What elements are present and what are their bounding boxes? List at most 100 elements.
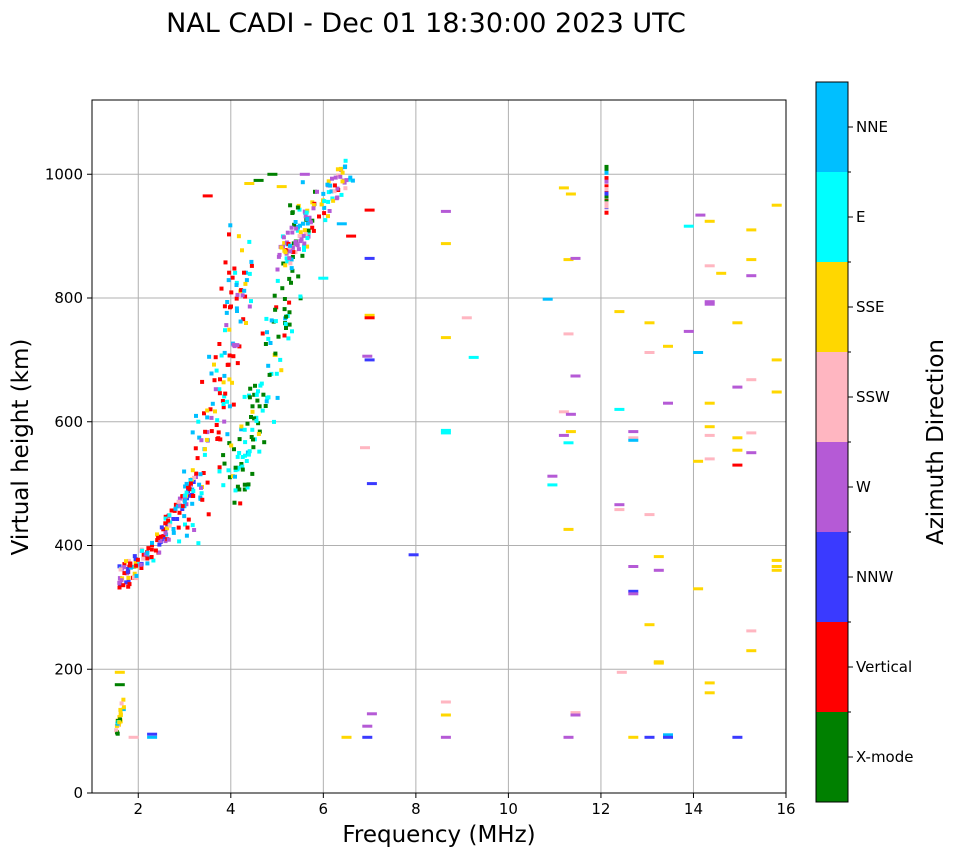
- echo-point: [114, 728, 119, 733]
- echo-dash: [644, 735, 655, 739]
- echo-point: [302, 228, 307, 233]
- echo-dash: [732, 385, 743, 389]
- echo-point: [134, 576, 139, 581]
- echo-point: [326, 179, 331, 184]
- echo-point: [122, 562, 127, 567]
- echo-point: [289, 266, 294, 271]
- echo-point: [262, 440, 267, 445]
- echo-point: [121, 705, 126, 710]
- echo-dash: [318, 276, 329, 280]
- echo-point: [165, 523, 170, 528]
- echo-point: [117, 585, 122, 590]
- echo-dash: [732, 448, 743, 452]
- echo-point: [166, 537, 171, 542]
- echo-dash: [362, 724, 373, 728]
- echo-point: [205, 408, 210, 413]
- echo-point: [241, 317, 246, 322]
- echo-point: [244, 321, 248, 325]
- echo-dash: [614, 508, 625, 512]
- echo-point: [229, 290, 234, 295]
- echo-point: [158, 534, 163, 539]
- echo-dash: [771, 203, 782, 207]
- echo-point: [122, 571, 127, 576]
- echo-dash: [644, 513, 655, 517]
- echo-dash: [563, 735, 574, 739]
- echo-point: [300, 253, 305, 258]
- echo-point: [221, 402, 226, 406]
- echo-point: [348, 175, 353, 180]
- echo-point: [209, 371, 214, 376]
- echo-point: [284, 326, 288, 330]
- x-tick-label: 6: [319, 800, 329, 818]
- echo-point: [604, 170, 609, 175]
- echo-point: [250, 404, 255, 409]
- echo-point: [240, 248, 244, 253]
- echo-point: [221, 405, 226, 410]
- echo-point: [293, 220, 298, 224]
- echo-point: [231, 342, 236, 347]
- echo-point: [220, 399, 225, 403]
- echo-dash: [628, 438, 639, 442]
- echo-dash: [364, 208, 375, 212]
- echo-point: [219, 286, 224, 291]
- echo-point: [150, 543, 154, 548]
- colorbar-tick-label: X-mode: [856, 748, 913, 766]
- echo-point: [273, 351, 278, 356]
- echo-point: [279, 368, 284, 373]
- echo-point: [207, 354, 212, 359]
- echo-point: [336, 173, 341, 178]
- echo-point: [326, 199, 331, 204]
- echo-dash: [202, 194, 213, 198]
- echo-point: [249, 415, 253, 419]
- echo-dash: [563, 258, 574, 262]
- echo-point: [245, 421, 250, 426]
- echo-point: [248, 386, 253, 391]
- echo-point: [227, 441, 232, 446]
- echo-point: [222, 419, 227, 424]
- plot-area: 2 4 6 8 10 12 14 16 0 200 400 600 800 1000: [45, 99, 796, 818]
- echo-point: [163, 528, 168, 533]
- echo-point: [124, 559, 128, 564]
- colorbar-segment: [816, 262, 848, 352]
- echo-point: [203, 447, 207, 452]
- echo-point: [186, 484, 191, 489]
- echo-point: [190, 468, 195, 473]
- echo-dash: [267, 172, 278, 176]
- echo-dash: [440, 713, 451, 717]
- echo-dash: [440, 700, 451, 704]
- echo-dash: [364, 316, 375, 320]
- echo-point: [266, 363, 271, 368]
- echo-point: [290, 329, 294, 334]
- echo-point: [275, 278, 280, 283]
- echo-point: [272, 419, 276, 424]
- echo-dash: [644, 351, 655, 354]
- echo-point: [279, 245, 284, 250]
- echo-point: [126, 575, 131, 580]
- echo-point: [249, 259, 254, 264]
- echo-point: [231, 354, 236, 359]
- echo-point: [194, 471, 199, 476]
- echo-point: [249, 435, 254, 439]
- echo-point: [222, 304, 227, 309]
- echo-point: [187, 493, 192, 498]
- echo-point: [282, 333, 287, 338]
- x-tick-label: 2: [133, 800, 143, 818]
- echo-point: [134, 563, 139, 568]
- echo-point: [134, 573, 139, 578]
- echo-point: [201, 471, 206, 475]
- echo-point: [288, 203, 293, 208]
- echo-point: [330, 196, 335, 201]
- echo-dash: [693, 587, 704, 591]
- echo-dash: [563, 527, 574, 531]
- echo-dash: [440, 428, 451, 432]
- echo-point: [604, 191, 609, 196]
- echo-point: [232, 266, 237, 271]
- echo-point: [307, 219, 312, 224]
- echo-point: [235, 343, 240, 348]
- echo-point: [295, 228, 300, 233]
- echo-point: [133, 560, 138, 565]
- echo-point: [288, 261, 293, 266]
- echo-point: [222, 461, 227, 466]
- echo-point: [260, 331, 265, 336]
- echo-point: [276, 334, 281, 339]
